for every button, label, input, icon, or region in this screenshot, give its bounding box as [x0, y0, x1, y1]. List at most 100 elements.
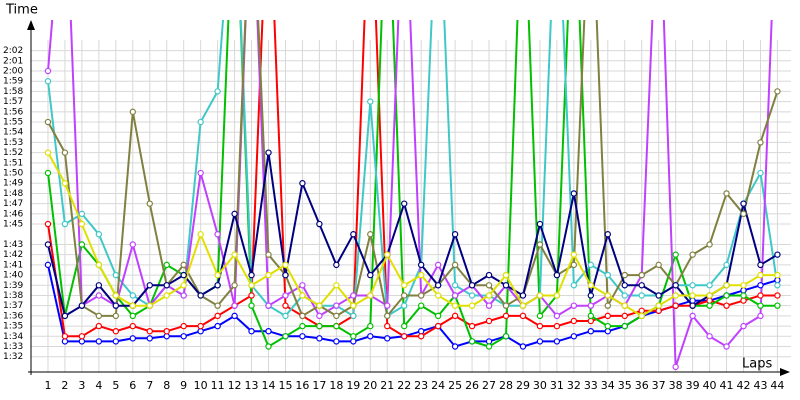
data-point [587, 317, 595, 325]
data-point [553, 338, 561, 345]
y-tick-label: 1:33 [3, 342, 23, 352]
x-tick-label: 43 [753, 379, 767, 392]
y-tick-label: 2:02 [3, 46, 23, 56]
x-tick-label: 3 [78, 379, 85, 392]
data-point [95, 312, 103, 320]
x-tick-label: 35 [618, 379, 632, 392]
data-point [350, 333, 357, 340]
data-point [129, 335, 136, 342]
data-point [757, 282, 764, 289]
data-point [95, 322, 103, 330]
y-axis-arrow [27, 20, 35, 30]
x-tick-label: 12 [228, 379, 242, 392]
data-point [333, 261, 340, 269]
data-point [757, 261, 764, 269]
data-point [434, 292, 442, 299]
x-tick-label: 14 [262, 379, 276, 392]
data-point [401, 282, 408, 289]
data-point [146, 282, 153, 289]
data-point [485, 343, 493, 350]
data-point [417, 327, 425, 335]
data-point [587, 302, 595, 309]
y-tick-label: 1:36 [3, 311, 23, 321]
x-tick-label: 36 [635, 379, 649, 392]
data-point [61, 338, 69, 345]
data-point [621, 292, 628, 299]
data-point [672, 292, 679, 299]
data-point [282, 302, 289, 309]
y-tick-label: 1:34 [3, 332, 23, 342]
data-point [95, 292, 103, 299]
data-point [723, 261, 730, 269]
data-point [638, 282, 645, 289]
data-point [502, 302, 510, 309]
data-point [350, 302, 357, 309]
series-line [47, 20, 773, 368]
data-point [485, 338, 493, 345]
data-point [299, 292, 306, 299]
data-point [553, 271, 561, 279]
x-tick-label: 18 [329, 379, 343, 392]
x-tick-label: 19 [346, 379, 360, 392]
y-tick-label: 1:58 [3, 87, 23, 97]
x-tick-label: 39 [686, 379, 700, 392]
x-tick-label: 15 [278, 379, 292, 392]
data-point [112, 292, 120, 299]
data-point [231, 312, 238, 320]
data-point [299, 322, 306, 330]
x-tick-label: 34 [601, 379, 615, 392]
x-tick-label: 13 [245, 379, 259, 392]
data-point [384, 322, 391, 330]
y-tick-label: 1:42 [3, 250, 23, 260]
x-tick-label: 16 [295, 379, 309, 392]
data-point [740, 210, 747, 218]
data-point [333, 282, 340, 289]
x-tick-label: 17 [312, 379, 326, 392]
tick-labels: 1:321:331:341:351:361:371:381:391:401:41… [3, 46, 784, 392]
data-point [129, 108, 136, 116]
data-point [299, 333, 306, 340]
data-point [146, 302, 153, 309]
data-point [265, 149, 272, 156]
data-point [112, 338, 120, 345]
data-point [706, 302, 713, 309]
x-tick-label: 28 [499, 379, 513, 392]
data-point [774, 302, 781, 309]
data-point [723, 282, 730, 289]
data-point [265, 327, 272, 335]
x-tick-label: 6 [129, 379, 136, 392]
data-point [401, 200, 408, 207]
data-point [180, 282, 187, 289]
data-point [163, 333, 170, 340]
data-point [621, 271, 628, 279]
data-point [129, 312, 136, 320]
data-point [774, 292, 781, 299]
data-point [384, 312, 391, 320]
data-point [282, 312, 289, 320]
data-point [180, 292, 187, 299]
x-tick-label: 21 [380, 379, 394, 392]
data-point [265, 251, 272, 258]
data-point [265, 343, 272, 350]
data-point [485, 317, 493, 325]
data-point [44, 78, 52, 85]
data-point [248, 302, 255, 309]
data-point [468, 292, 476, 299]
data-point [95, 261, 103, 269]
data-point [333, 302, 340, 309]
data-point [587, 292, 595, 299]
data-point [248, 292, 255, 299]
plot-area [44, 20, 781, 371]
y-tick-label: 2:01 [3, 56, 23, 66]
data-point [519, 343, 527, 350]
y-tick-label: 1:40 [3, 271, 23, 281]
data-point [468, 282, 476, 289]
data-point [485, 271, 493, 279]
y-tick-label: 2:00 [3, 67, 23, 77]
data-point [417, 292, 425, 299]
data-point [299, 312, 306, 320]
y-tick-label: 1:45 [3, 220, 23, 230]
data-point [689, 282, 696, 289]
data-point [468, 322, 476, 330]
data-point [723, 302, 730, 309]
